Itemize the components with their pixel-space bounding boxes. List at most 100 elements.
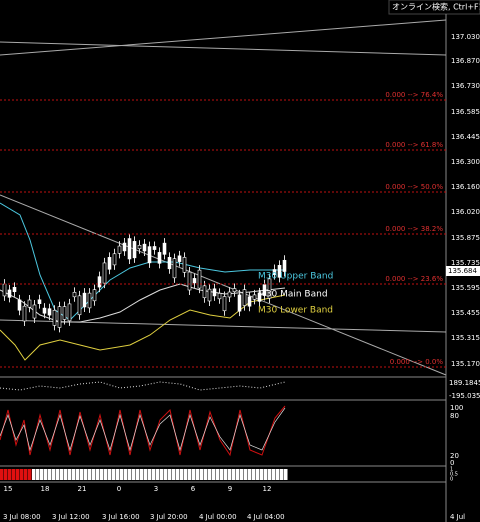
stochastic-level: 0: [450, 459, 454, 467]
hour-label: 15: [4, 485, 13, 493]
candle-body: [187, 271, 192, 291]
candle-body: [82, 292, 87, 308]
hour-label: 0: [117, 485, 121, 493]
candle-body: [87, 292, 92, 309]
histogram-bar: [56, 469, 60, 480]
price-label: 135.735: [451, 259, 480, 267]
candle-body: [77, 295, 82, 316]
histogram-bar: [112, 469, 116, 480]
candle-body: [62, 306, 67, 320]
histogram-bar: [100, 469, 104, 480]
histogram-bar: [40, 469, 44, 480]
candle-body: [142, 243, 147, 252]
candle-body: [92, 289, 97, 302]
candle-body: [127, 238, 132, 260]
stochastic-level: 100: [450, 404, 463, 412]
hour-label: 3: [154, 485, 158, 493]
candle-body: [7, 289, 12, 298]
histogram-bar: [0, 469, 4, 480]
histogram-bar: [132, 469, 136, 480]
histogram-bar: [88, 469, 92, 480]
fib-label: 0.000 --> 50.0%: [385, 183, 443, 191]
candle-body: [37, 299, 42, 304]
histogram-bar: [220, 469, 224, 480]
candle-body: [107, 257, 112, 270]
fib-label: 0.000 --> 76.4%: [385, 91, 443, 99]
histogram-bar: [264, 469, 268, 480]
candle-body: [222, 296, 227, 312]
candle-body: [197, 269, 202, 289]
histogram-bar: [224, 469, 228, 480]
histogram-bar: [108, 469, 112, 480]
hour-label: 12: [263, 485, 272, 493]
price-label: 136.585: [451, 108, 480, 116]
candle-body: [277, 265, 282, 278]
price-label: 135.170: [451, 360, 480, 368]
histogram-bar: [60, 469, 64, 480]
upper-band: [0, 202, 285, 321]
hour-label: 9: [228, 485, 232, 493]
histogram-bar: [16, 469, 20, 480]
candle-body: [152, 246, 157, 250]
histogram-bar: [256, 469, 260, 480]
cci-high: 189.1845: [449, 379, 480, 387]
price-label: 136.160: [451, 183, 480, 191]
candle-body: [27, 299, 32, 308]
cci-low: -195.0353: [449, 392, 480, 400]
hour-label: 6: [191, 485, 196, 493]
trend-line: [0, 41, 447, 56]
candle-body: [117, 245, 122, 254]
histogram-bar: [64, 469, 68, 480]
histogram-bar: [172, 469, 176, 480]
candle-body: [192, 278, 197, 284]
candle-body: [112, 253, 117, 266]
price-label: 136.020: [451, 208, 480, 216]
candle-body: [52, 310, 57, 326]
histogram-level: 0.5: [450, 472, 458, 478]
candle-body: [252, 294, 257, 300]
date-label: 3 Jul 08:00: [3, 513, 41, 521]
price-label: 135.455: [451, 309, 480, 317]
candle-body: [232, 288, 237, 293]
search-box[interactable]: [388, 0, 480, 15]
candle-body: [57, 306, 62, 328]
date-label: 4 Jul 00:00: [199, 513, 237, 521]
histogram-bar: [52, 469, 56, 480]
histogram-bar: [232, 469, 236, 480]
candle-body: [237, 294, 242, 312]
price-label: 135.315: [451, 334, 480, 342]
candle-body: [72, 292, 77, 298]
histogram-bar: [216, 469, 220, 480]
histogram-bar: [68, 469, 72, 480]
lower-band: [0, 294, 286, 361]
histogram-bar: [140, 469, 144, 480]
date-label: 3 Jul 20:00: [150, 513, 188, 521]
price-label: 136.870: [451, 57, 480, 65]
candle-body: [227, 291, 232, 298]
candle-body: [102, 262, 107, 284]
price-label: 135.595: [451, 284, 480, 292]
candle-body: [212, 288, 217, 297]
candle-body: [122, 242, 127, 252]
histogram-bar: [284, 469, 288, 480]
histogram-bar: [192, 469, 196, 480]
candle-body: [167, 257, 172, 270]
histogram-bar: [8, 469, 12, 480]
histogram-bar: [168, 469, 172, 480]
candle-body: [282, 259, 287, 272]
date-label: 3 Jul 12:00: [52, 513, 90, 521]
histogram-bar: [244, 469, 248, 480]
histogram-bar: [156, 469, 160, 480]
histogram-bar: [96, 469, 100, 480]
band-label: M30 Lower Band: [258, 306, 333, 316]
histogram-bar: [252, 469, 256, 480]
candle-body: [257, 292, 262, 302]
candle-body: [32, 304, 37, 319]
price-label: 136.445: [451, 133, 480, 141]
histogram-bar: [48, 469, 52, 480]
histogram-bar: [116, 469, 120, 480]
fib-label: 0.000 --> 38.2%: [385, 225, 443, 233]
candle-body: [247, 296, 252, 307]
histogram-bar: [32, 469, 36, 480]
candle-body: [157, 252, 162, 264]
